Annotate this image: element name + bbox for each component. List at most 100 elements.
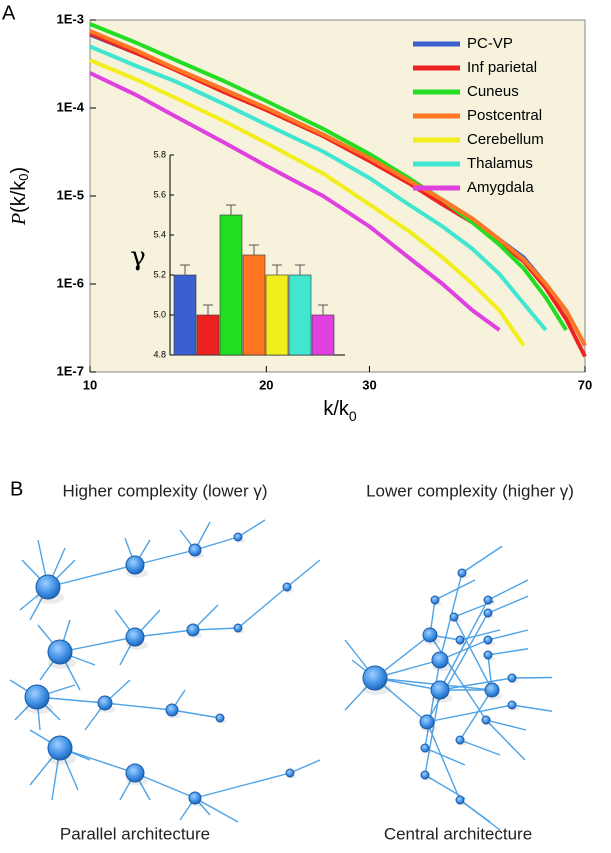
legend-label: Thalamus — [467, 155, 533, 172]
inset-y-tick-label: 5.2 — [153, 269, 166, 279]
legend-label: Cuneus — [467, 83, 519, 100]
node — [233, 623, 243, 633]
x-tick-label: 20 — [259, 377, 273, 392]
node — [233, 532, 243, 542]
inset-y-axis-label: γ — [130, 242, 146, 272]
edge — [453, 616, 493, 691]
edge — [194, 536, 239, 551]
bar — [311, 314, 335, 356]
series-line — [89, 71, 501, 332]
bar — [219, 214, 243, 356]
bar — [242, 254, 266, 356]
axes: 1E-31E-41E-51E-61E-710 20 30 70P(k/k0)k/k0 — [8, 11, 593, 423]
edge — [487, 595, 529, 614]
node — [24, 684, 50, 710]
y-axis-label-part: 0 — [16, 174, 31, 181]
legend-label: Inf parietal — [467, 59, 537, 76]
node — [484, 682, 500, 698]
inset-y-tick-label: 5.8 — [153, 149, 166, 159]
node — [188, 543, 202, 557]
y-tick-label: 1E-4 — [57, 99, 85, 114]
panel-label: B — [10, 478, 23, 500]
edge — [424, 689, 441, 776]
node — [507, 700, 517, 710]
node — [420, 743, 430, 753]
edge — [194, 797, 239, 823]
edge — [487, 629, 529, 641]
edge — [59, 747, 136, 774]
node — [455, 795, 465, 805]
edge — [485, 719, 527, 731]
node — [481, 715, 491, 725]
edge — [439, 639, 489, 661]
error-bar — [203, 304, 213, 315]
x-tick-label: 10 — [83, 377, 97, 392]
y-tick-label: 1E-3 — [57, 11, 84, 26]
edge — [487, 648, 529, 656]
legend-label: Cerebellum — [467, 131, 544, 148]
x-tick-label: 30 — [362, 377, 376, 392]
edge — [286, 559, 321, 588]
edge — [104, 702, 173, 711]
series-line — [89, 29, 587, 347]
node — [483, 608, 493, 618]
edge — [439, 677, 513, 691]
node — [188, 791, 202, 805]
error-bar — [295, 264, 305, 275]
legend-label: PC-VP — [467, 35, 513, 52]
node — [125, 627, 145, 647]
y-tick-label: 1E-5 — [57, 187, 84, 202]
node — [420, 770, 430, 780]
diagram-title: Higher complexity (lower γ) — [63, 481, 268, 500]
edge — [429, 634, 487, 721]
edge — [289, 759, 321, 774]
node — [483, 650, 493, 660]
node — [285, 768, 295, 778]
node — [97, 695, 113, 711]
panel-label: A — [2, 2, 16, 24]
error-bar — [226, 204, 236, 215]
x-axis-label-part: 0 — [349, 408, 357, 424]
edge — [459, 799, 491, 823]
network-diagrams — [9, 519, 553, 831]
bar — [173, 274, 197, 356]
node — [47, 735, 73, 761]
diagram-caption: Parallel architecture — [60, 824, 210, 843]
node — [35, 574, 61, 600]
edge — [485, 719, 526, 761]
x-axis-label-part: k/k — [323, 398, 350, 420]
x-tick-label: 70 — [578, 377, 592, 392]
inset-chart: 4.8 5.0 5.2 5.4 5.6 5.8 γ — [130, 149, 345, 359]
node — [430, 595, 440, 605]
diagram-caption: Central architecture — [384, 824, 532, 843]
edge — [426, 704, 513, 723]
node — [455, 735, 465, 745]
edge — [434, 579, 476, 601]
error-bar — [180, 264, 190, 275]
node — [430, 680, 450, 700]
node — [455, 635, 465, 645]
legend: PC-VP Inf parietal Cuneus Postcentral Cerebe… — [413, 35, 544, 196]
node — [186, 623, 200, 637]
edge — [459, 739, 501, 756]
series-line — [89, 58, 526, 347]
edge — [47, 564, 136, 588]
node — [47, 639, 73, 665]
edge — [426, 721, 461, 801]
edge — [461, 545, 503, 574]
y-axis-label-part: ) — [8, 167, 30, 174]
node — [483, 595, 493, 605]
edge — [237, 586, 288, 629]
node — [507, 673, 517, 683]
x-axis-label: k/k0 — [323, 398, 357, 423]
error-bar — [249, 244, 259, 255]
y-axis-label: P(k/k0) — [8, 167, 32, 226]
edge — [424, 774, 466, 800]
inset-y-tick-label: 4.8 — [153, 349, 166, 359]
y-axis-label-part: P — [8, 213, 30, 226]
node — [215, 713, 225, 723]
edge — [194, 772, 291, 799]
node — [483, 635, 493, 645]
node — [125, 555, 145, 575]
node — [431, 651, 449, 669]
